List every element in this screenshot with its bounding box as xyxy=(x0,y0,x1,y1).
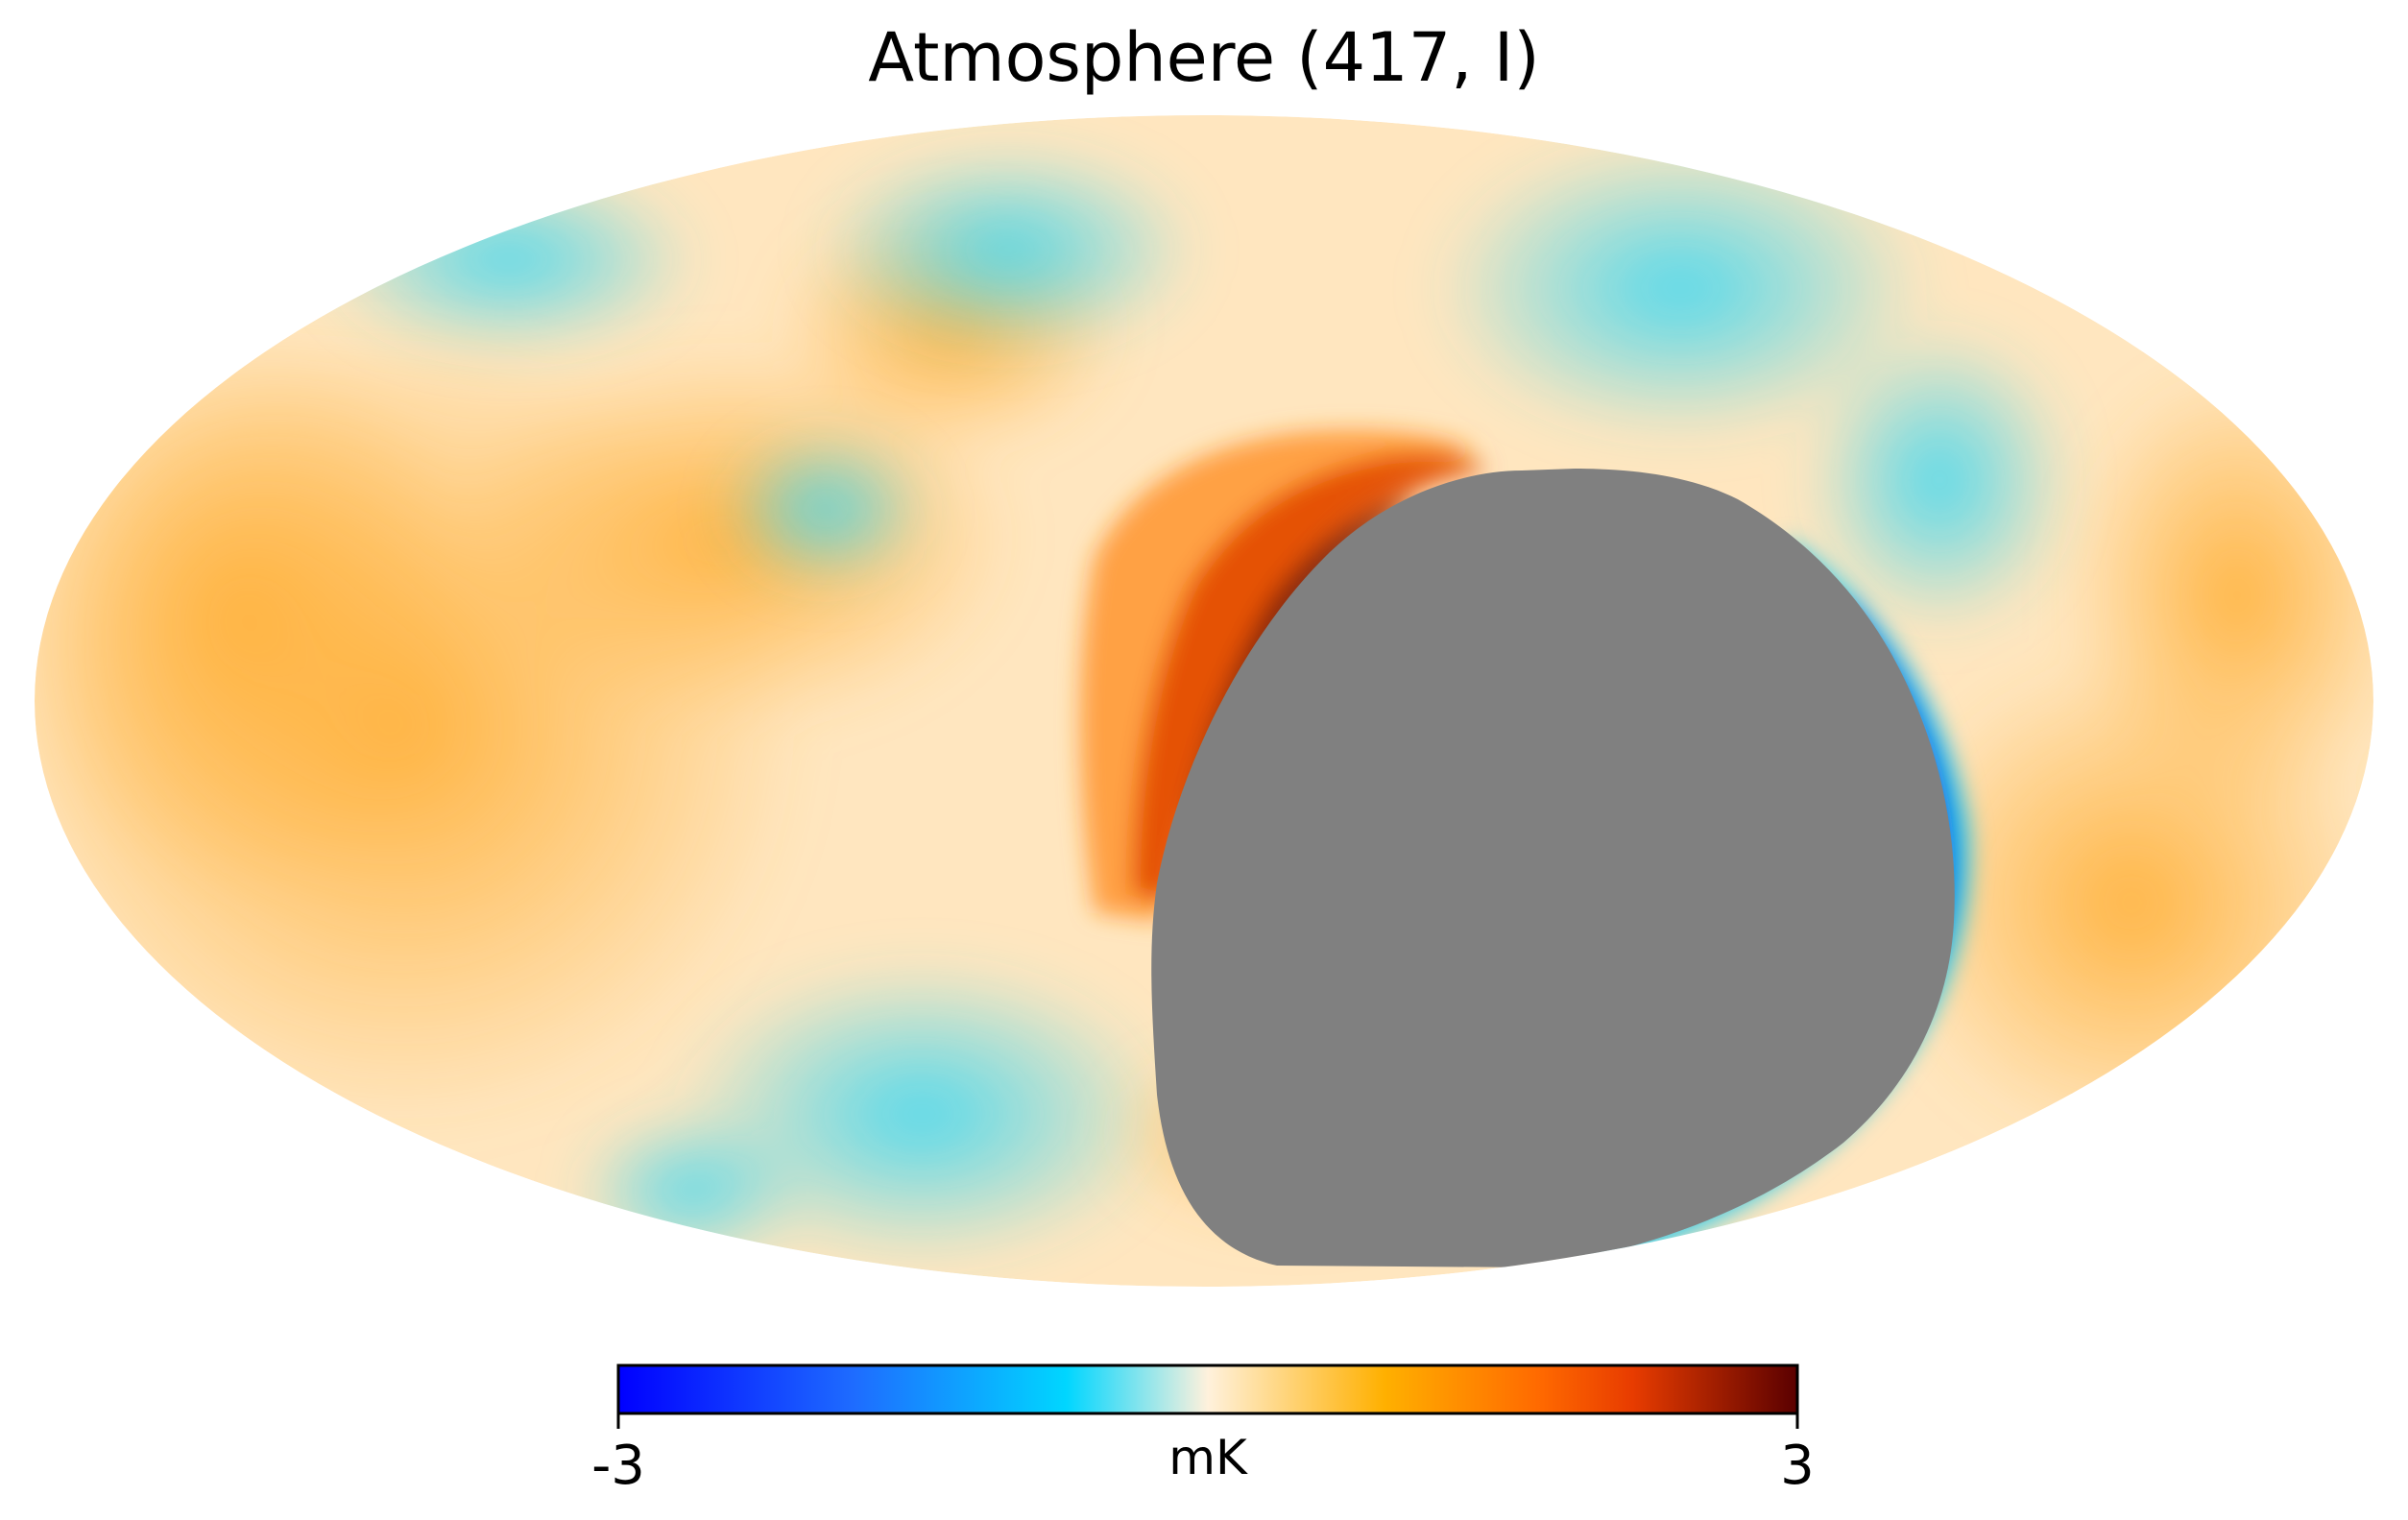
colorbar-unit-label: mK xyxy=(1168,1430,1248,1485)
colorbar xyxy=(616,1363,1799,1415)
colorbar-max-label: 3 xyxy=(1780,1435,1815,1497)
plot-title: Atmosphere (417, I) xyxy=(868,18,1539,97)
mollweide-map xyxy=(35,115,2373,1287)
masked-region xyxy=(1151,469,1955,1267)
colorbar-min-label: -3 xyxy=(591,1435,645,1497)
